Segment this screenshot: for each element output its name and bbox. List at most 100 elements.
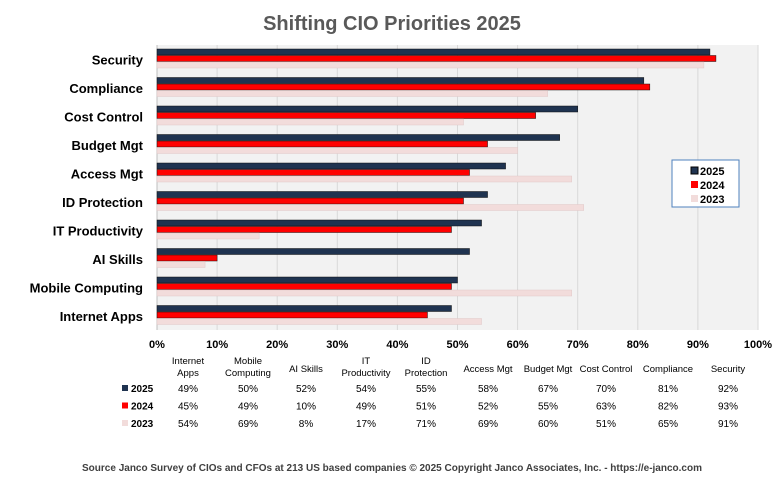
table-cell: 49% <box>238 402 258 413</box>
x-tick-label: 60% <box>507 339 529 351</box>
table-header: Mobile <box>234 356 262 367</box>
bar-2023 <box>156 204 584 211</box>
table-cell: 52% <box>296 384 316 395</box>
legend-swatch <box>691 181 698 188</box>
legend-swatch <box>690 166 699 175</box>
table-header: Cost Control <box>580 364 633 375</box>
x-tick-label: 90% <box>687 339 709 351</box>
table-header: ID <box>421 356 431 367</box>
table-swatch <box>122 402 128 409</box>
table-cell: 70% <box>596 384 616 395</box>
bar-2024 <box>156 254 218 262</box>
bar-2024 <box>156 140 488 148</box>
bar-2025 <box>156 248 470 255</box>
source-note: Source Janco Survey of CIOs and CFOs at … <box>82 463 702 474</box>
bar-2023 <box>156 175 572 183</box>
table-series-label: 2025 <box>131 384 154 395</box>
table-cell: 58% <box>478 384 498 395</box>
table-swatch <box>122 420 128 426</box>
table-cell: 55% <box>538 402 558 413</box>
bar-2023 <box>156 318 482 325</box>
x-tick-label: 0% <box>149 339 165 351</box>
bar-2023 <box>156 90 548 97</box>
legend-label: 2024 <box>700 180 725 192</box>
bar-2024 <box>156 112 536 119</box>
category-label: IT Productivity <box>53 223 144 238</box>
table-header: Internet <box>172 356 205 367</box>
table-cell: 51% <box>416 402 436 413</box>
table-cell: 93% <box>718 402 738 413</box>
x-tick-label: 70% <box>567 339 589 351</box>
x-tick-label: 30% <box>326 339 348 351</box>
table-header: Access Mgt <box>463 364 512 375</box>
chart-title: Shifting CIO Priorities 2025 <box>263 13 521 35</box>
bar-2024 <box>156 197 464 205</box>
bar-2025 <box>156 219 482 227</box>
x-tick-label: 40% <box>386 339 408 351</box>
x-tick-label: 20% <box>266 339 288 351</box>
category-label: Access Mgt <box>71 166 144 181</box>
bar-2025 <box>156 305 452 312</box>
category-label: ID Protection <box>62 195 143 210</box>
bar-2024 <box>156 226 452 233</box>
table-header: IT <box>362 356 371 367</box>
table-header: Protection <box>405 368 448 379</box>
table-cell: 52% <box>478 402 498 413</box>
table-cell: 65% <box>658 419 678 430</box>
table-cell: 51% <box>596 419 616 430</box>
x-tick-label: 50% <box>446 339 468 351</box>
legend-label: 2023 <box>700 194 724 206</box>
table-cell: 60% <box>538 419 558 430</box>
table-cell: 92% <box>718 384 738 395</box>
bar-2025 <box>156 48 711 56</box>
table-cell: 67% <box>538 384 558 395</box>
table-header: Apps <box>177 368 199 379</box>
bar-2025 <box>156 162 506 170</box>
table-header: Security <box>711 364 746 375</box>
category-label: Budget Mgt <box>72 138 144 153</box>
bar-2025 <box>156 134 560 141</box>
bar-2024 <box>156 169 470 176</box>
table-cell: 81% <box>658 384 678 395</box>
legend-swatch <box>691 195 698 202</box>
category-label: AI Skills <box>92 252 143 267</box>
table-series-label: 2023 <box>131 419 154 430</box>
bar-2024 <box>156 283 452 290</box>
table-cell: 49% <box>356 402 376 413</box>
bar-2023 <box>156 261 206 268</box>
category-label: Security <box>92 52 144 67</box>
legend <box>671 159 740 208</box>
bar-2025 <box>156 105 578 113</box>
table-series-label: 2024 <box>131 402 154 413</box>
table-cell: 82% <box>658 402 678 413</box>
category-label: Internet Apps <box>60 309 143 324</box>
bar-2023 <box>156 232 260 240</box>
table-cell: 55% <box>416 384 436 395</box>
table-header: Productivity <box>341 368 390 379</box>
table-cell: 49% <box>178 384 198 395</box>
table-cell: 45% <box>178 402 198 413</box>
bar-2025 <box>156 77 645 84</box>
table-header: Compliance <box>643 364 693 375</box>
category-label: Cost Control <box>64 109 143 124</box>
table-cell: 54% <box>356 384 376 395</box>
bar-2023 <box>156 118 464 126</box>
x-tick-label: 10% <box>206 339 228 351</box>
table-cell: 91% <box>718 419 738 430</box>
table-cell: 63% <box>596 402 616 413</box>
table-swatch <box>122 385 128 391</box>
table-header: Budget Mgt <box>524 364 573 375</box>
category-label: Mobile Computing <box>30 280 143 295</box>
bar-2023 <box>156 147 518 154</box>
x-tick-label: 100% <box>744 339 772 351</box>
table-cell: 71% <box>416 419 436 430</box>
bar-2023 <box>156 61 705 69</box>
bar-2024 <box>156 311 428 319</box>
table-header: AI Skills <box>289 364 323 375</box>
table-header: Computing <box>225 368 271 379</box>
category-label: Compliance <box>69 81 143 96</box>
table-cell: 69% <box>478 419 498 430</box>
table-cell: 69% <box>238 419 258 430</box>
